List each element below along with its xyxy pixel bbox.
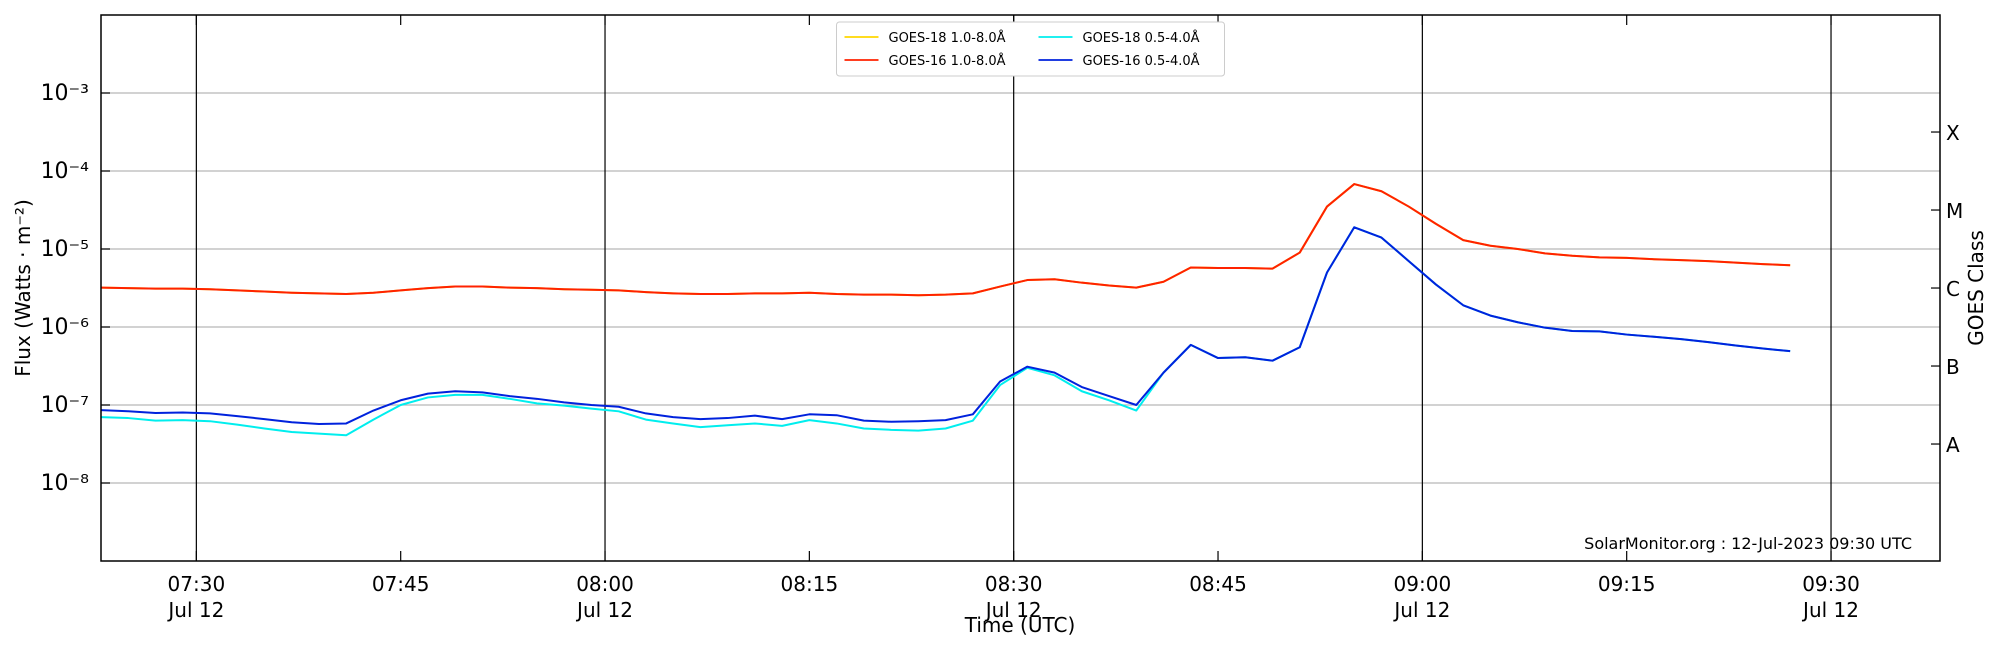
y-tick-label: 10⁻⁷ [41,393,89,418]
y2-tick-label: X [1946,121,1960,145]
x-tick-label: 08:30 Jul 12 [984,572,1043,622]
x-tick-label: 08:00 Jul 12 [575,572,634,622]
annotation: SolarMonitor.org : 12-Jul-2023 09:30 UTC [1584,534,1912,553]
x-tick-label-line: Jul 12 [166,598,224,622]
x-tick-label-line: 08:00 [576,572,634,596]
plot-frame [100,14,1941,562]
x-tick-label-line: 09:30 [1802,572,1860,596]
y2-axis-label: GOES Class [1964,230,1988,346]
series-line [100,183,1791,297]
x-tick-label: 09:30 Jul 12 [1801,572,1860,622]
y2-tick-label: C [1946,277,1960,301]
y-tick-label: 10⁻⁵ [41,237,89,262]
y-tick-label: 10⁻⁴ [41,159,90,184]
legend-label: GOES-18 0.5-4.0Å [1083,30,1200,46]
y-tick-label: 10⁻³ [41,81,89,106]
x-tick-label: 07:30 Jul 12 [166,572,225,622]
x-tick-label-line: Jul 12 [1801,598,1859,622]
x-tick-label-line: Jul 12 [575,598,633,622]
y-axis-label: Flux (Watts · m⁻²) [11,199,35,377]
x-tick-label: 07:45 [372,572,430,596]
x-axis-label: Time (UTC) [964,613,1076,637]
x-tick-label-line: Jul 12 [984,598,1042,622]
x-tick-label-line: 08:30 [985,572,1043,596]
x-tick-label-line: 09:00 [1394,572,1452,596]
series-line [100,226,1791,426]
x-tick-label: 08:45 [1189,572,1247,596]
y2-tick-label: B [1946,355,1960,379]
y2-tick-label: A [1946,433,1960,457]
x-tick-label: 09:15 [1598,572,1656,596]
y-tick-label: 10⁻⁸ [41,471,90,496]
y-tick-label: 10⁻⁶ [41,315,90,340]
x-tick-label: 08:15 [781,572,839,596]
legend-label: GOES-16 0.5-4.0Å [1083,53,1200,69]
legend-label: GOES-18 1.0-8.0Å [889,30,1006,46]
x-tick-label: 09:00 Jul 12 [1392,572,1451,622]
y2-tick-label: M [1946,199,1963,223]
legend-label: GOES-16 1.0-8.0Å [889,53,1006,69]
x-tick-label-line: Jul 12 [1392,598,1450,622]
legend-box [836,21,1225,77]
x-tick-label-line: 07:30 [168,572,226,596]
